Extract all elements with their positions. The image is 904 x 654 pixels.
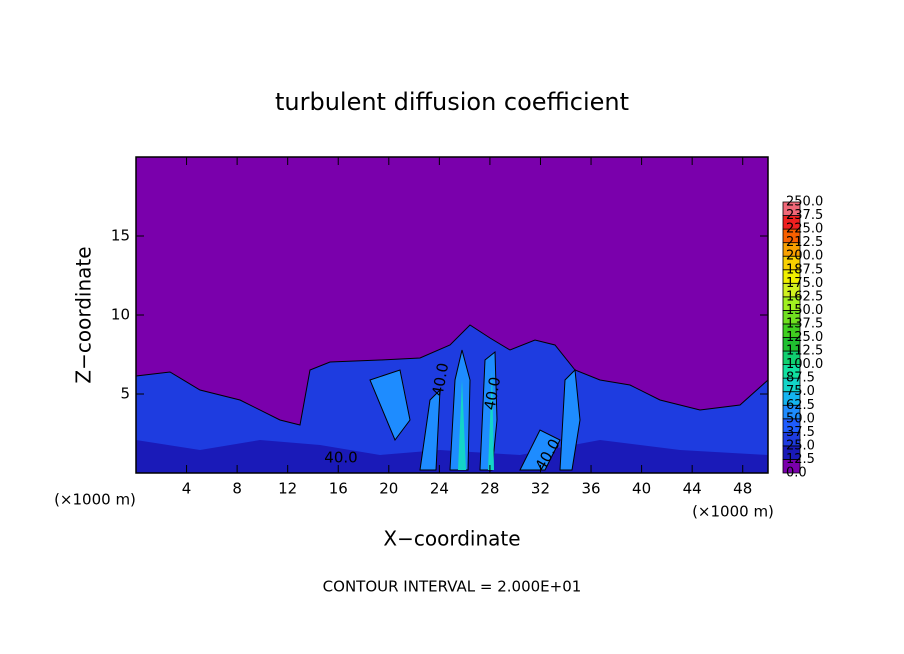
colorbar-label: 50.0 <box>786 411 815 426</box>
contour-label: 40.0 <box>429 361 453 397</box>
annotation: CONTOUR INTERVAL = 2.000E+01 <box>323 578 582 596</box>
colorbar-label: 137.5 <box>786 316 823 331</box>
colorbar-label: 37.5 <box>786 425 815 440</box>
y-tick-label: 10 <box>111 306 130 324</box>
colorbar-label: 87.5 <box>786 371 815 386</box>
cyan-streaks <box>369 349 581 471</box>
x-tick-label: 28 <box>480 480 499 498</box>
x-tick-label: 12 <box>278 480 297 498</box>
colorbar-label: 125.0 <box>786 330 823 345</box>
x-axis-label: X−coordinate <box>383 527 520 551</box>
colorbar-label: 12.5 <box>786 452 815 467</box>
colorbar-label: 237.5 <box>786 208 823 223</box>
colorbar-label: 62.5 <box>786 398 815 413</box>
x-tick-label: 24 <box>430 480 449 498</box>
x-tick-label: 40 <box>632 480 651 498</box>
field <box>135 157 769 474</box>
contour-label: 40.0 <box>481 375 505 411</box>
colorbar-label: 75.0 <box>786 384 815 399</box>
colorbar-label: 150.0 <box>786 303 823 318</box>
colorbar-label: 175.0 <box>786 276 823 291</box>
colorbar-label: 225.0 <box>786 222 823 237</box>
colorbar-label: 212.5 <box>786 235 823 250</box>
colorbar-label: 25.0 <box>786 438 815 453</box>
x-tick-label: 36 <box>581 480 600 498</box>
colorbar-label: 100.0 <box>786 357 823 372</box>
colorbar-segment <box>782 201 801 216</box>
colorbar-label: 162.5 <box>786 289 823 304</box>
x-tick-label: 16 <box>329 480 348 498</box>
x-tick-label: 32 <box>531 480 550 498</box>
contour-label: 40.0 <box>324 449 357 467</box>
y-tick-label: 15 <box>111 227 130 245</box>
x-tick-label: 44 <box>683 480 702 498</box>
colorbar-label: 200.0 <box>786 249 823 264</box>
x-tick-label: 20 <box>379 480 398 498</box>
colorbar-label: 187.5 <box>786 262 823 277</box>
x-unit: (×1000 m) <box>692 503 774 521</box>
x-unit: (×1000 m) <box>54 491 136 509</box>
light-streaks <box>458 370 494 470</box>
x-tick-label: 8 <box>232 480 242 498</box>
colorbar-label: 0.0 <box>786 466 807 481</box>
y-tick-label: 5 <box>120 385 130 403</box>
x-tick-label: 4 <box>182 480 192 498</box>
y-axis-label: Z−coordinate <box>72 246 96 383</box>
blue-region <box>135 324 769 474</box>
colorbar-label: 250.0 <box>786 195 823 210</box>
chart-title: turbulent diffusion coefficient <box>275 88 629 116</box>
x-tick-label: 48 <box>733 480 752 498</box>
colorbar-label: 112.5 <box>786 344 823 359</box>
